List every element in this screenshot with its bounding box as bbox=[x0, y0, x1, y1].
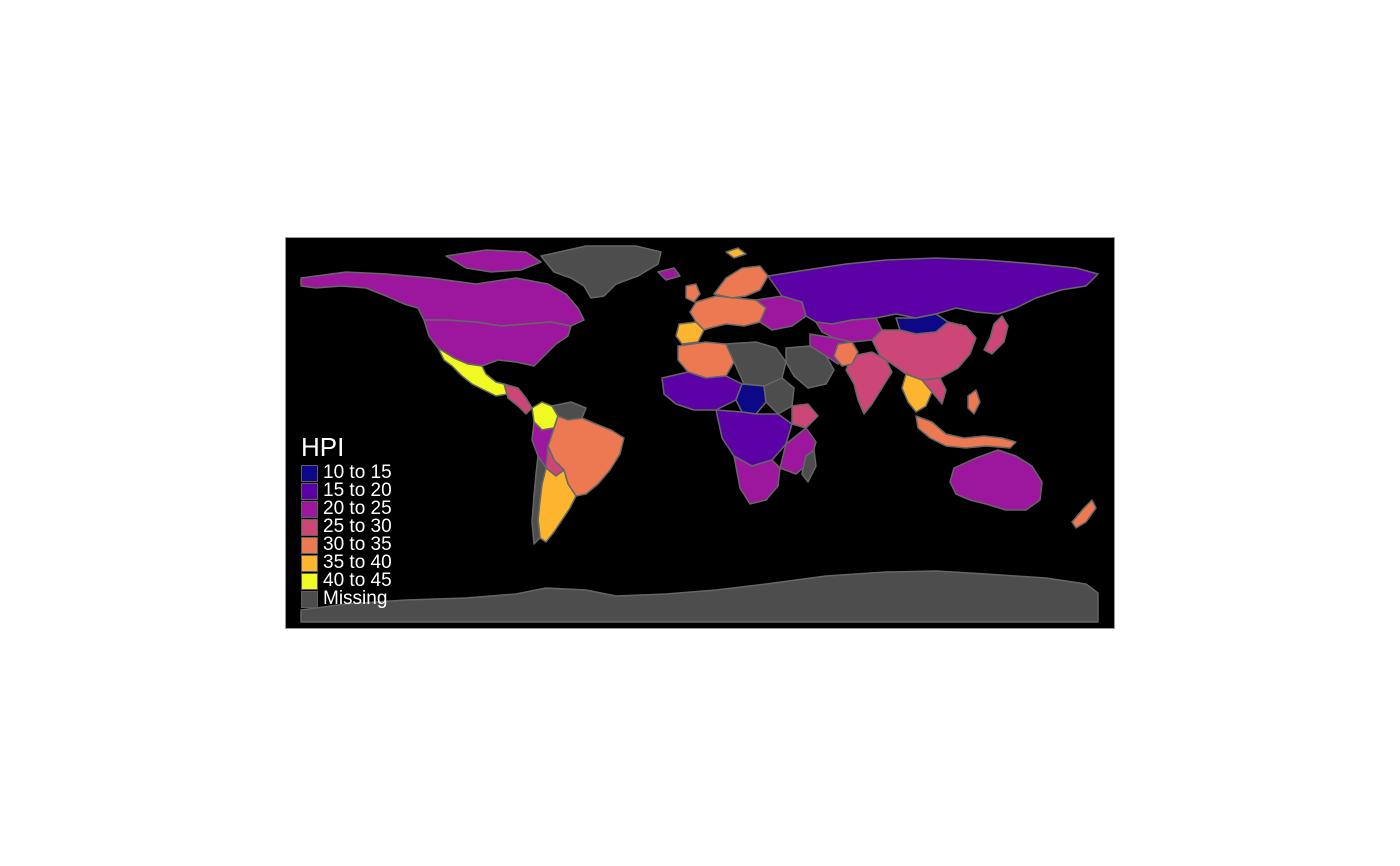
region-new-zealand bbox=[1071, 499, 1097, 529]
legend-swatch bbox=[301, 590, 318, 608]
legend-title: HPI bbox=[301, 432, 345, 462]
region-svalbard bbox=[725, 247, 747, 259]
legend-item: 35 to 40 bbox=[301, 552, 392, 573]
region-indonesia bbox=[915, 415, 1017, 449]
region-india bbox=[845, 351, 893, 415]
region-scandinavia bbox=[713, 265, 769, 299]
legend-item: 40 to 45 bbox=[301, 570, 392, 591]
region-central-america bbox=[503, 383, 533, 415]
legend-swatch bbox=[301, 572, 318, 590]
region-arctic-islands bbox=[445, 249, 542, 273]
region-west-africa bbox=[661, 371, 743, 411]
region-antarctica bbox=[300, 570, 1099, 623]
legend-label: 20 to 25 bbox=[323, 498, 392, 519]
legend-item: 10 to 15 bbox=[301, 462, 392, 483]
region-western-europe bbox=[689, 295, 767, 331]
region-canada bbox=[300, 271, 585, 327]
region-madagascar bbox=[801, 449, 817, 483]
legend-label: 15 to 20 bbox=[323, 480, 392, 501]
legend-label: Missing bbox=[323, 588, 388, 609]
legend-label: 30 to 35 bbox=[323, 534, 392, 555]
map-legend: HPI 10 to 15 15 to 20 20 to 25 25 to 30 30 t… bbox=[301, 432, 392, 608]
region-greenland bbox=[540, 245, 662, 299]
legend-label: 40 to 45 bbox=[323, 570, 392, 591]
legend-item: Missing bbox=[301, 588, 392, 609]
legend-label: 25 to 30 bbox=[323, 516, 392, 537]
region-southern-africa bbox=[733, 455, 781, 505]
legend-label: 10 to 15 bbox=[323, 462, 392, 483]
legend-swatch bbox=[301, 518, 318, 536]
legend-swatch bbox=[301, 500, 318, 518]
legend-swatch bbox=[301, 464, 318, 482]
region-uk bbox=[685, 283, 701, 303]
region-pakistan bbox=[833, 341, 859, 367]
legend-swatch bbox=[301, 482, 318, 500]
region-sudan bbox=[763, 377, 795, 415]
region-central-africa bbox=[715, 409, 793, 467]
region-china bbox=[871, 321, 977, 381]
region-philippines bbox=[967, 389, 981, 415]
region-chile bbox=[531, 455, 547, 545]
legend-label: 35 to 40 bbox=[323, 552, 392, 573]
legend-swatch bbox=[301, 554, 318, 572]
legend-item: 20 to 25 bbox=[301, 498, 392, 519]
region-australia bbox=[949, 449, 1043, 511]
legend-items: 10 to 15 15 to 20 20 to 25 25 to 30 30 to 35… bbox=[301, 462, 392, 609]
region-chad bbox=[735, 383, 767, 415]
legend-item: 25 to 30 bbox=[301, 516, 392, 537]
world-map bbox=[300, 245, 1099, 623]
region-iceland bbox=[657, 267, 681, 281]
region-ethiopia bbox=[791, 403, 819, 429]
legend-swatch bbox=[301, 536, 318, 554]
region-indochina bbox=[921, 377, 947, 405]
region-japan bbox=[983, 315, 1009, 355]
region-sahara bbox=[725, 341, 787, 387]
world-map-frame: HPI 10 to 15 15 to 20 20 to 25 25 to 30 30 t… bbox=[285, 237, 1115, 629]
legend-item: 30 to 35 bbox=[301, 534, 392, 555]
legend-item: 15 to 20 bbox=[301, 480, 392, 501]
